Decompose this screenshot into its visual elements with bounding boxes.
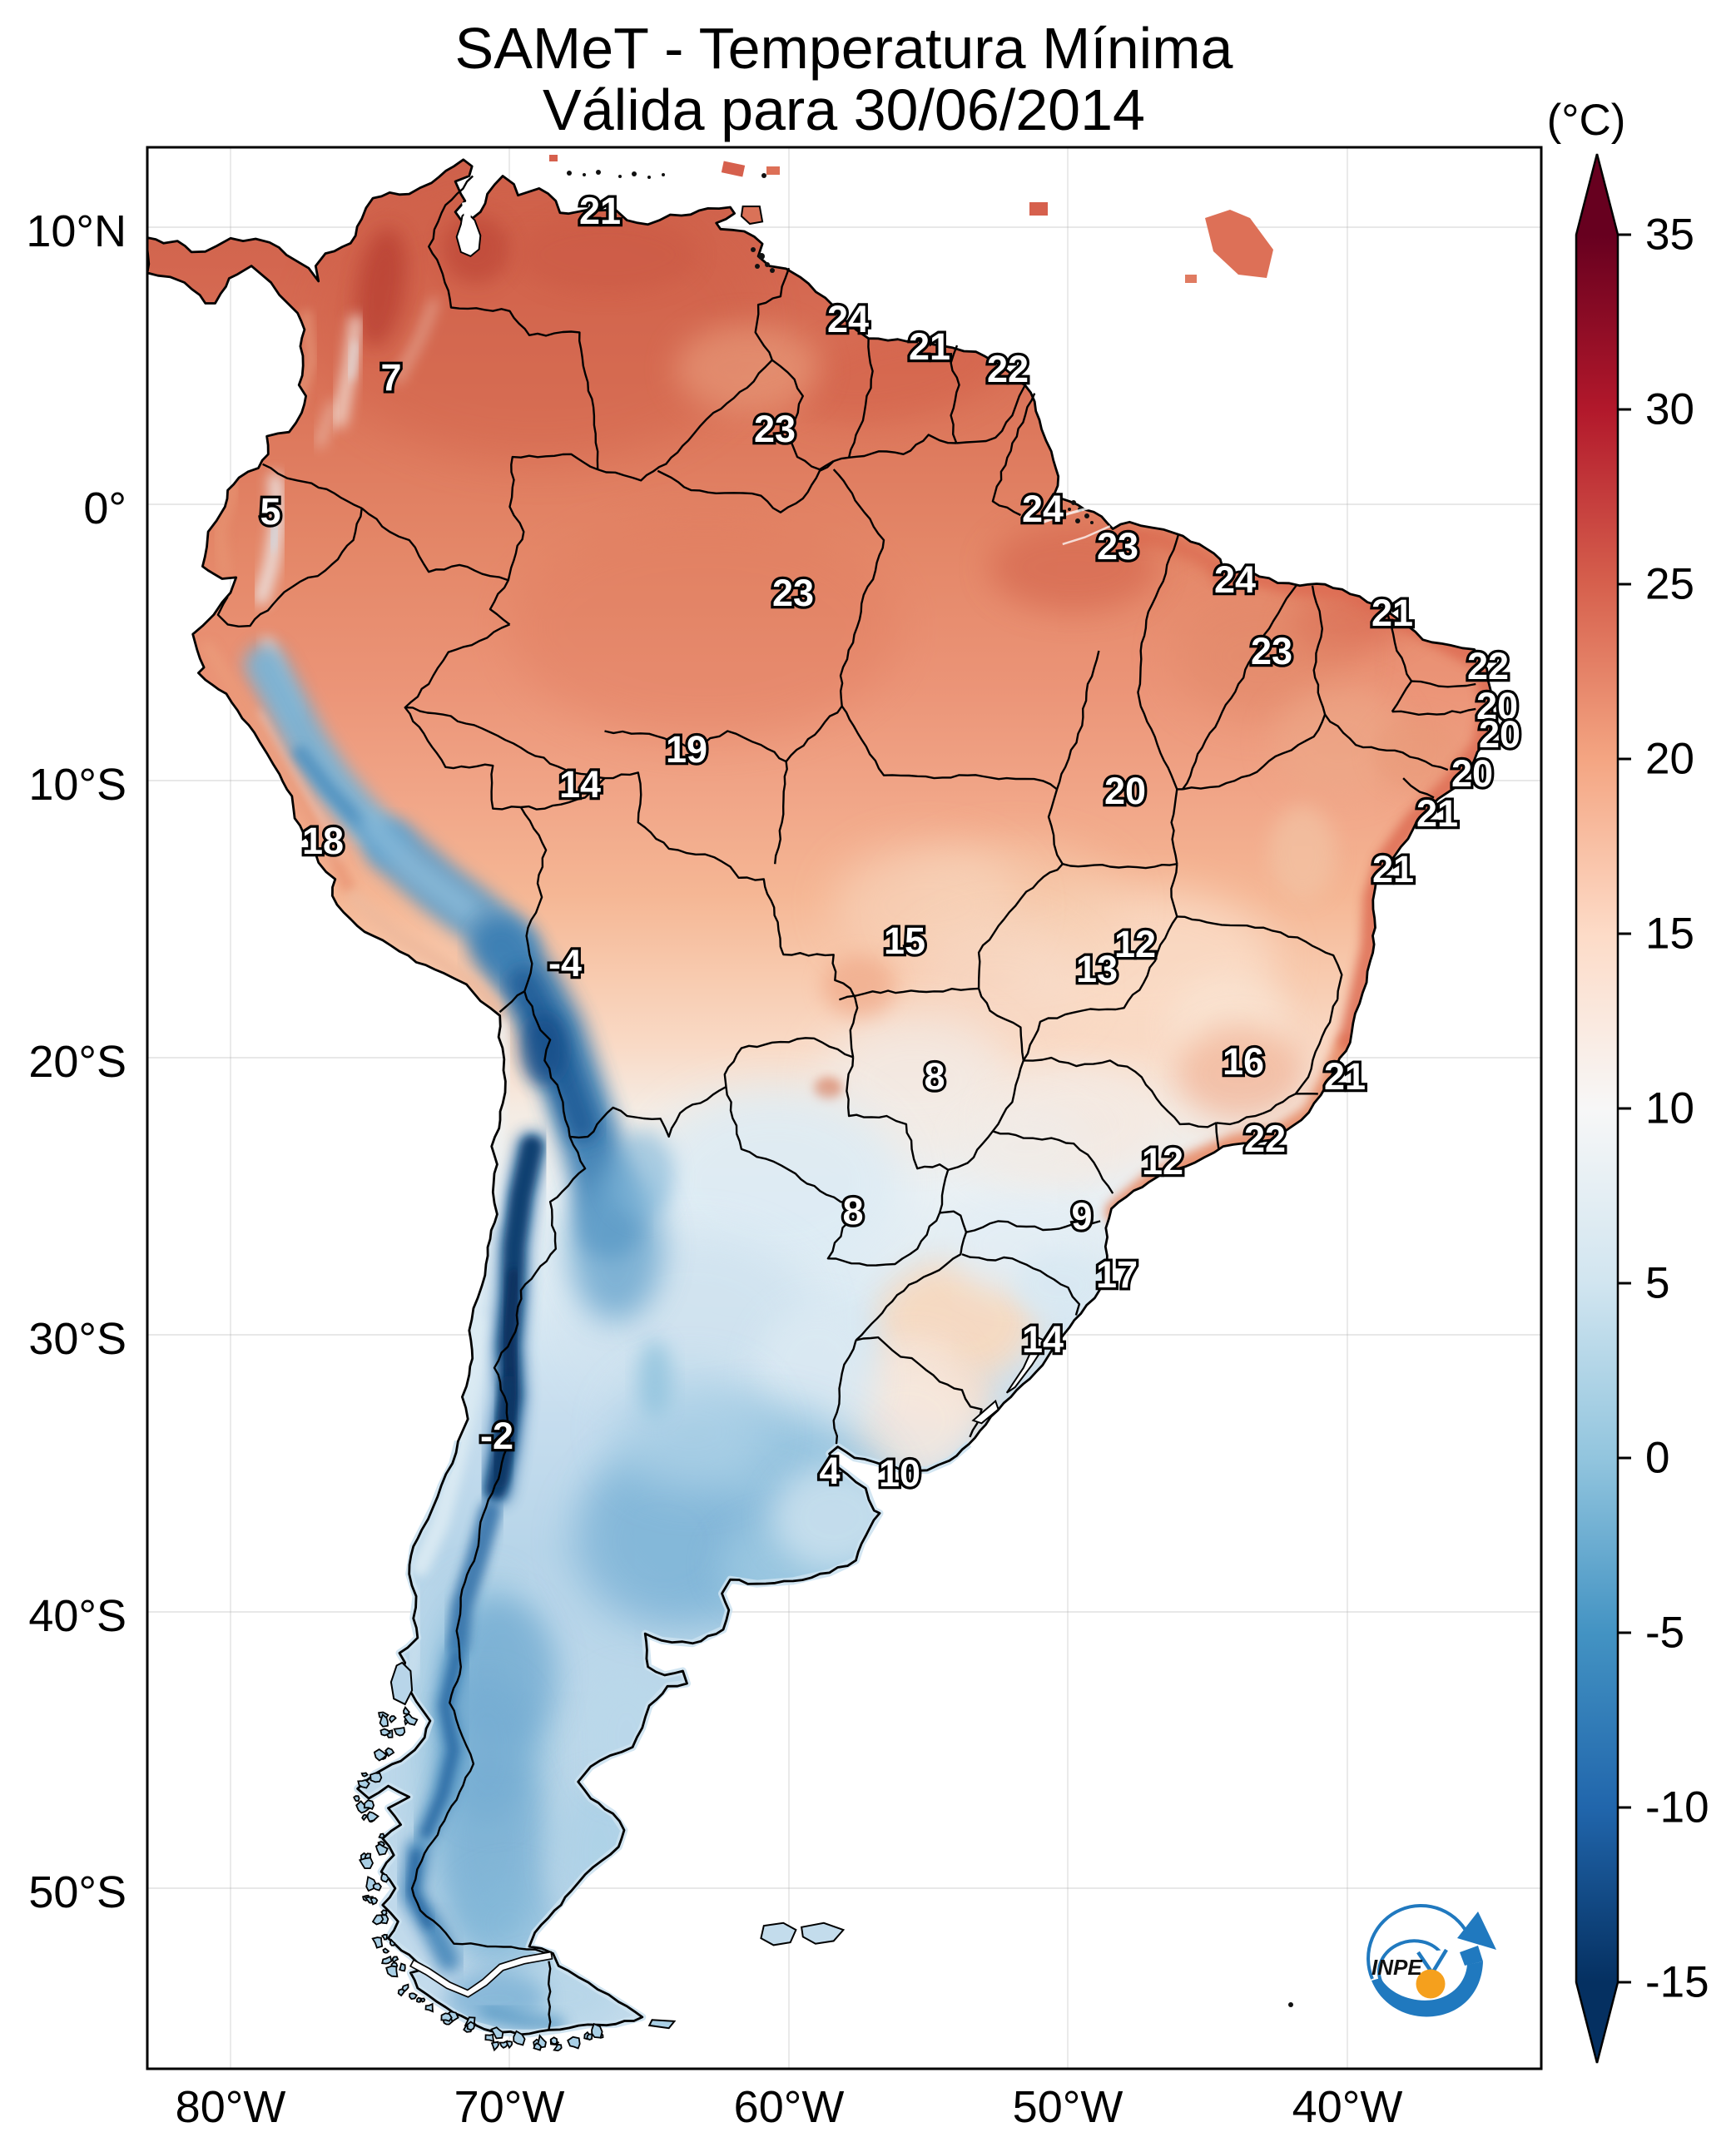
svg-text:21: 21: [1371, 592, 1413, 634]
svg-text:20°S: 20°S: [28, 1037, 126, 1087]
svg-text:10: 10: [879, 1452, 920, 1495]
svg-text:22: 22: [1244, 1118, 1286, 1160]
svg-text:70°W: 70°W: [454, 2082, 565, 2132]
svg-text:9: 9: [1071, 1195, 1092, 1237]
svg-text:22: 22: [1467, 645, 1509, 687]
svg-text:10°N: 10°N: [26, 206, 126, 256]
svg-text:24: 24: [827, 298, 869, 340]
svg-text:-10: -10: [1645, 1783, 1709, 1832]
svg-text:7: 7: [380, 356, 401, 399]
svg-text:80°W: 80°W: [176, 2082, 286, 2132]
svg-text:16: 16: [1223, 1040, 1264, 1083]
svg-text:60°W: 60°W: [734, 2082, 845, 2132]
svg-text:21: 21: [1324, 1055, 1366, 1098]
svg-text:21: 21: [1416, 792, 1458, 835]
svg-text:50°S: 50°S: [28, 1867, 126, 1917]
svg-text:-2: -2: [480, 1415, 513, 1457]
svg-text:13: 13: [1076, 948, 1118, 990]
svg-text:18: 18: [302, 820, 344, 862]
svg-text:30: 30: [1645, 385, 1694, 434]
svg-text:0°: 0°: [83, 483, 126, 533]
svg-text:23: 23: [754, 408, 796, 450]
svg-text:15: 15: [1645, 910, 1694, 959]
svg-text:23: 23: [772, 572, 814, 614]
svg-text:30°S: 30°S: [28, 1314, 126, 1364]
svg-text:10: 10: [1645, 1084, 1694, 1133]
svg-text:40°S: 40°S: [28, 1591, 126, 1641]
svg-text:0: 0: [1645, 1434, 1669, 1483]
svg-text:12: 12: [1114, 923, 1156, 965]
svg-text:23: 23: [1251, 630, 1292, 672]
svg-text:10°S: 10°S: [28, 760, 126, 810]
svg-text:14: 14: [1022, 1318, 1064, 1361]
svg-text:20: 20: [1104, 770, 1146, 812]
svg-text:21: 21: [579, 190, 621, 232]
svg-text:24: 24: [1022, 488, 1064, 530]
svg-text:19: 19: [666, 728, 707, 771]
svg-text:21: 21: [909, 325, 950, 368]
svg-text:21: 21: [1372, 848, 1414, 890]
svg-text:INPE: INPE: [1371, 1955, 1422, 1980]
svg-text:15: 15: [884, 920, 925, 962]
svg-text:5: 5: [260, 490, 280, 533]
svg-text:20: 20: [1476, 685, 1518, 727]
svg-text:-5: -5: [1645, 1609, 1684, 1658]
svg-text:12: 12: [1142, 1140, 1183, 1183]
svg-text:14: 14: [559, 763, 601, 806]
svg-text:23: 23: [1097, 525, 1138, 568]
svg-text:8: 8: [842, 1190, 863, 1232]
svg-text:Válida para 30/06/2014: Válida para 30/06/2014: [543, 77, 1145, 142]
svg-text:SAMeT - Temperatura Mínima: SAMeT - Temperatura Mínima: [455, 16, 1233, 81]
svg-text:20: 20: [1451, 752, 1493, 795]
svg-text:-15: -15: [1645, 1958, 1709, 2007]
svg-text:20: 20: [1479, 713, 1520, 756]
svg-text:50°W: 50°W: [1013, 2082, 1123, 2132]
svg-text:8: 8: [924, 1055, 945, 1098]
svg-text:(°C): (°C): [1547, 96, 1626, 145]
svg-text:24: 24: [1214, 558, 1256, 601]
svg-text:4: 4: [819, 1450, 840, 1492]
svg-text:20: 20: [1645, 735, 1694, 784]
svg-text:40°W: 40°W: [1292, 2082, 1403, 2132]
svg-text:5: 5: [1645, 1259, 1669, 1308]
svg-text:17: 17: [1096, 1253, 1138, 1296]
svg-text:-4: -4: [548, 942, 582, 984]
svg-text:25: 25: [1645, 560, 1694, 609]
svg-text:35: 35: [1645, 211, 1694, 260]
svg-text:22: 22: [987, 348, 1029, 390]
